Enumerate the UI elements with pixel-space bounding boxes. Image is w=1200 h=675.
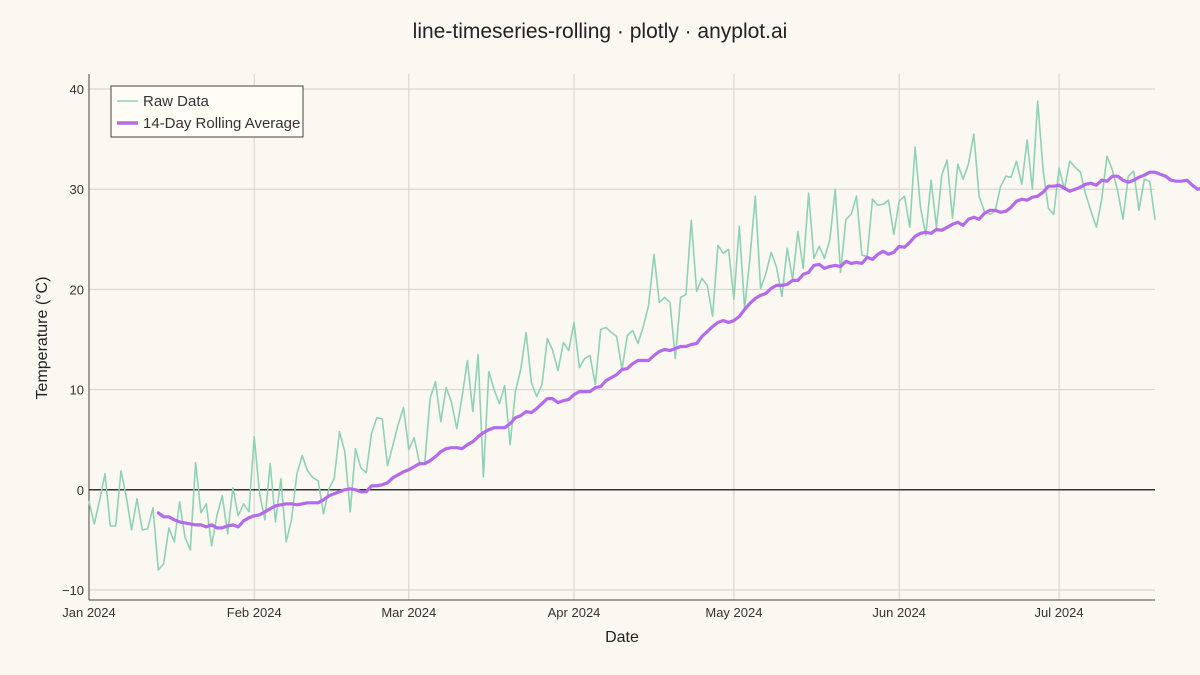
x-axis-label: Date <box>605 629 639 646</box>
rolling-average-line <box>156 170 1200 530</box>
chart-title: line-timeseries-rolling · plotly · anypl… <box>413 20 788 43</box>
x-axis-ticks: Jan 2024 Feb 2024 Mar 2024 Apr 2024 May 2024… <box>62 605 1083 620</box>
y-tick-label: 10 <box>70 383 84 398</box>
legend-box <box>110 85 304 138</box>
y-tick-label: 40 <box>70 82 84 97</box>
y-axis-ticks: −10 0 10 20 30 40 <box>62 82 84 598</box>
gridlines <box>88 74 1155 600</box>
y-axis-label: Temperature (°C) <box>34 277 51 400</box>
legend-raw-label: Raw Data <box>143 93 210 110</box>
legend: Raw Data 14-Day Rolling Average <box>110 85 304 138</box>
x-tick-label: Feb 2024 <box>227 605 282 620</box>
y-tick-label: −10 <box>62 583 84 598</box>
legend-rolling-label: 14-Day Rolling Average <box>143 115 300 132</box>
x-tick-label: Apr 2024 <box>548 605 601 620</box>
y-tick-label: 30 <box>70 182 84 197</box>
x-tick-label: Jun 2024 <box>872 605 926 620</box>
plot-area <box>88 100 1200 571</box>
x-tick-label: Mar 2024 <box>381 605 436 620</box>
axes <box>88 74 1155 601</box>
y-tick-label: 0 <box>77 483 84 498</box>
y-tick-label: 20 <box>70 282 84 297</box>
x-tick-label: Jul 2024 <box>1034 605 1083 620</box>
x-tick-label: Jan 2024 <box>62 605 116 620</box>
x-tick-label: May 2024 <box>705 605 762 620</box>
